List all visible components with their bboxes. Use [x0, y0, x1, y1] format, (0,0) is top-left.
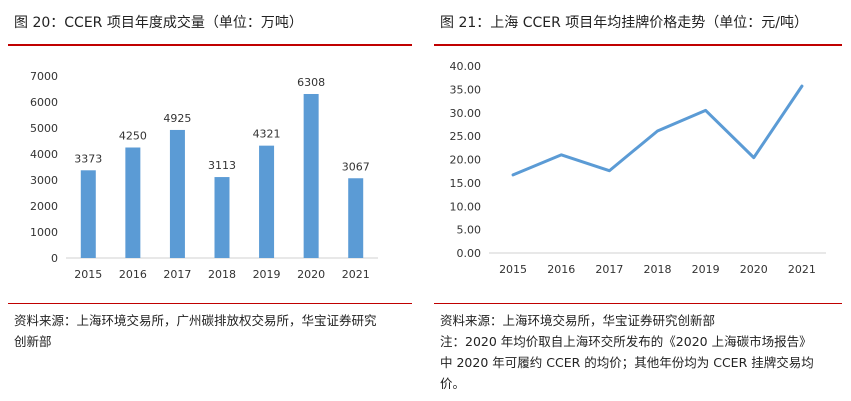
- price-line-chart: 0.00 5.00 10.00 15.00 20.00 25.00 30.00 35.00 40…: [450, 60, 826, 276]
- volume-bar-chart: 0 1000 2000 3000 4000 5000 6000 7000 2015 2016 201…: [30, 70, 378, 281]
- bar-data-label: 4925: [163, 112, 191, 125]
- right-source-line: 注：2020 年均价取自上海环交所发布的《2020 上海碳市场报告》: [440, 334, 812, 349]
- bar-2021: [348, 178, 364, 258]
- left-source-line: 创新部: [14, 334, 52, 349]
- line-y-tick-label: 35.00: [450, 83, 482, 96]
- price-point-2016: [560, 153, 563, 157]
- bar-2016: [125, 147, 141, 258]
- line-y-tick-label: 0.00: [457, 247, 482, 260]
- bar-x-tick-label: 2018: [208, 268, 236, 281]
- price-point-2020: [752, 156, 755, 159]
- right-source-line: 价。: [440, 376, 466, 391]
- bar-y-tick-label: 2000: [30, 200, 58, 213]
- bar-2015: [80, 170, 96, 258]
- bar-data-label: 3373: [74, 152, 102, 165]
- line-x-tick-label: 2018: [644, 263, 672, 276]
- bar-data-label: 4321: [253, 128, 281, 141]
- line-x-tick-label: 2017: [595, 263, 623, 276]
- bar-2019: [259, 145, 275, 258]
- line-y-tick-label: 30.00: [450, 107, 482, 120]
- bar-y-tick-label: 4000: [30, 148, 58, 161]
- bar-y-tick-label: 0: [51, 252, 58, 265]
- bar-2020: [303, 93, 319, 258]
- right-source-note: 资料来源：上海环境交易所，华宝证券研究创新部 注：2020 年均价取自上海环交所…: [440, 310, 842, 394]
- left-figure-panel: 图 20：CCER 项目年度成交量（单位：万吨） 0 1000 2000 3000 40…: [8, 0, 412, 401]
- line-x-tick-label: 2015: [499, 263, 527, 276]
- price-point-2018: [656, 129, 659, 133]
- line-x-tick-label: 2019: [692, 263, 720, 276]
- bar-y-tick-label: 7000: [30, 70, 58, 83]
- bar-data-label: 6308: [297, 76, 325, 89]
- line-y-tick-label: 10.00: [450, 200, 482, 213]
- bar-x-tick-label: 2015: [74, 268, 102, 281]
- line-y-tick-label: 25.00: [450, 130, 482, 143]
- price-point-2015: [511, 173, 515, 177]
- bar-x-tick-label: 2019: [253, 268, 281, 281]
- price-point-2017: [608, 169, 611, 172]
- bar-y-tick-label: 3000: [30, 174, 58, 187]
- bar-y-tick-label: 5000: [30, 122, 58, 135]
- right-title-rule: [434, 44, 842, 46]
- left-source-note: 资料来源：上海环境交易所，广州碳排放权交易所，华宝证券研究 创新部: [14, 310, 412, 352]
- left-source-line: 资料来源：上海环境交易所，广州碳排放权交易所，华宝证券研究: [14, 313, 377, 328]
- bar-y-tick-label: 1000: [30, 226, 58, 239]
- bar-y-tick-label: 6000: [30, 96, 58, 109]
- line-x-tick-label: 2021: [788, 263, 816, 276]
- right-source-rule: [434, 303, 842, 304]
- bar-x-tick-label: 2016: [119, 268, 147, 281]
- bar-x-tick-label: 2017: [163, 268, 191, 281]
- line-x-tick-label: 2016: [547, 263, 575, 276]
- left-source-rule: [8, 303, 412, 304]
- price-point-2021: [800, 84, 804, 88]
- line-y-tick-label: 40.00: [450, 60, 482, 73]
- line-x-tick-label: 2020: [740, 263, 768, 276]
- bar-x-tick-label: 2021: [342, 268, 370, 281]
- left-title-rule: [8, 44, 412, 46]
- bar-x-tick-label: 2020: [297, 268, 325, 281]
- price-point-2019: [704, 109, 707, 112]
- line-y-tick-label: 20.00: [450, 154, 482, 167]
- bar-data-label: 4250: [119, 130, 147, 143]
- line-y-tick-label: 15.00: [450, 177, 482, 190]
- bar-2018: [214, 177, 230, 258]
- right-figure-title: 图 21：上海 CCER 项目年均挂牌价格走势（单位：元/吨）: [440, 15, 809, 31]
- line-y-tick-label: 5.00: [457, 224, 482, 237]
- bar-2017: [169, 129, 185, 258]
- bar-data-label: 3067: [342, 160, 370, 173]
- right-source-line: 中 2020 年可履约 CCER 的均价；其他年份均为 CCER 挂牌交易均: [440, 355, 814, 370]
- right-source-line: 资料来源：上海环境交易所，华宝证券研究创新部: [440, 313, 716, 328]
- bar-data-label: 3113: [208, 159, 236, 172]
- left-figure-title: 图 20：CCER 项目年度成交量（单位：万吨）: [14, 15, 303, 31]
- right-figure-panel: 图 21：上海 CCER 项目年均挂牌价格走势（单位：元/吨） 0.00 5.00…: [434, 0, 842, 401]
